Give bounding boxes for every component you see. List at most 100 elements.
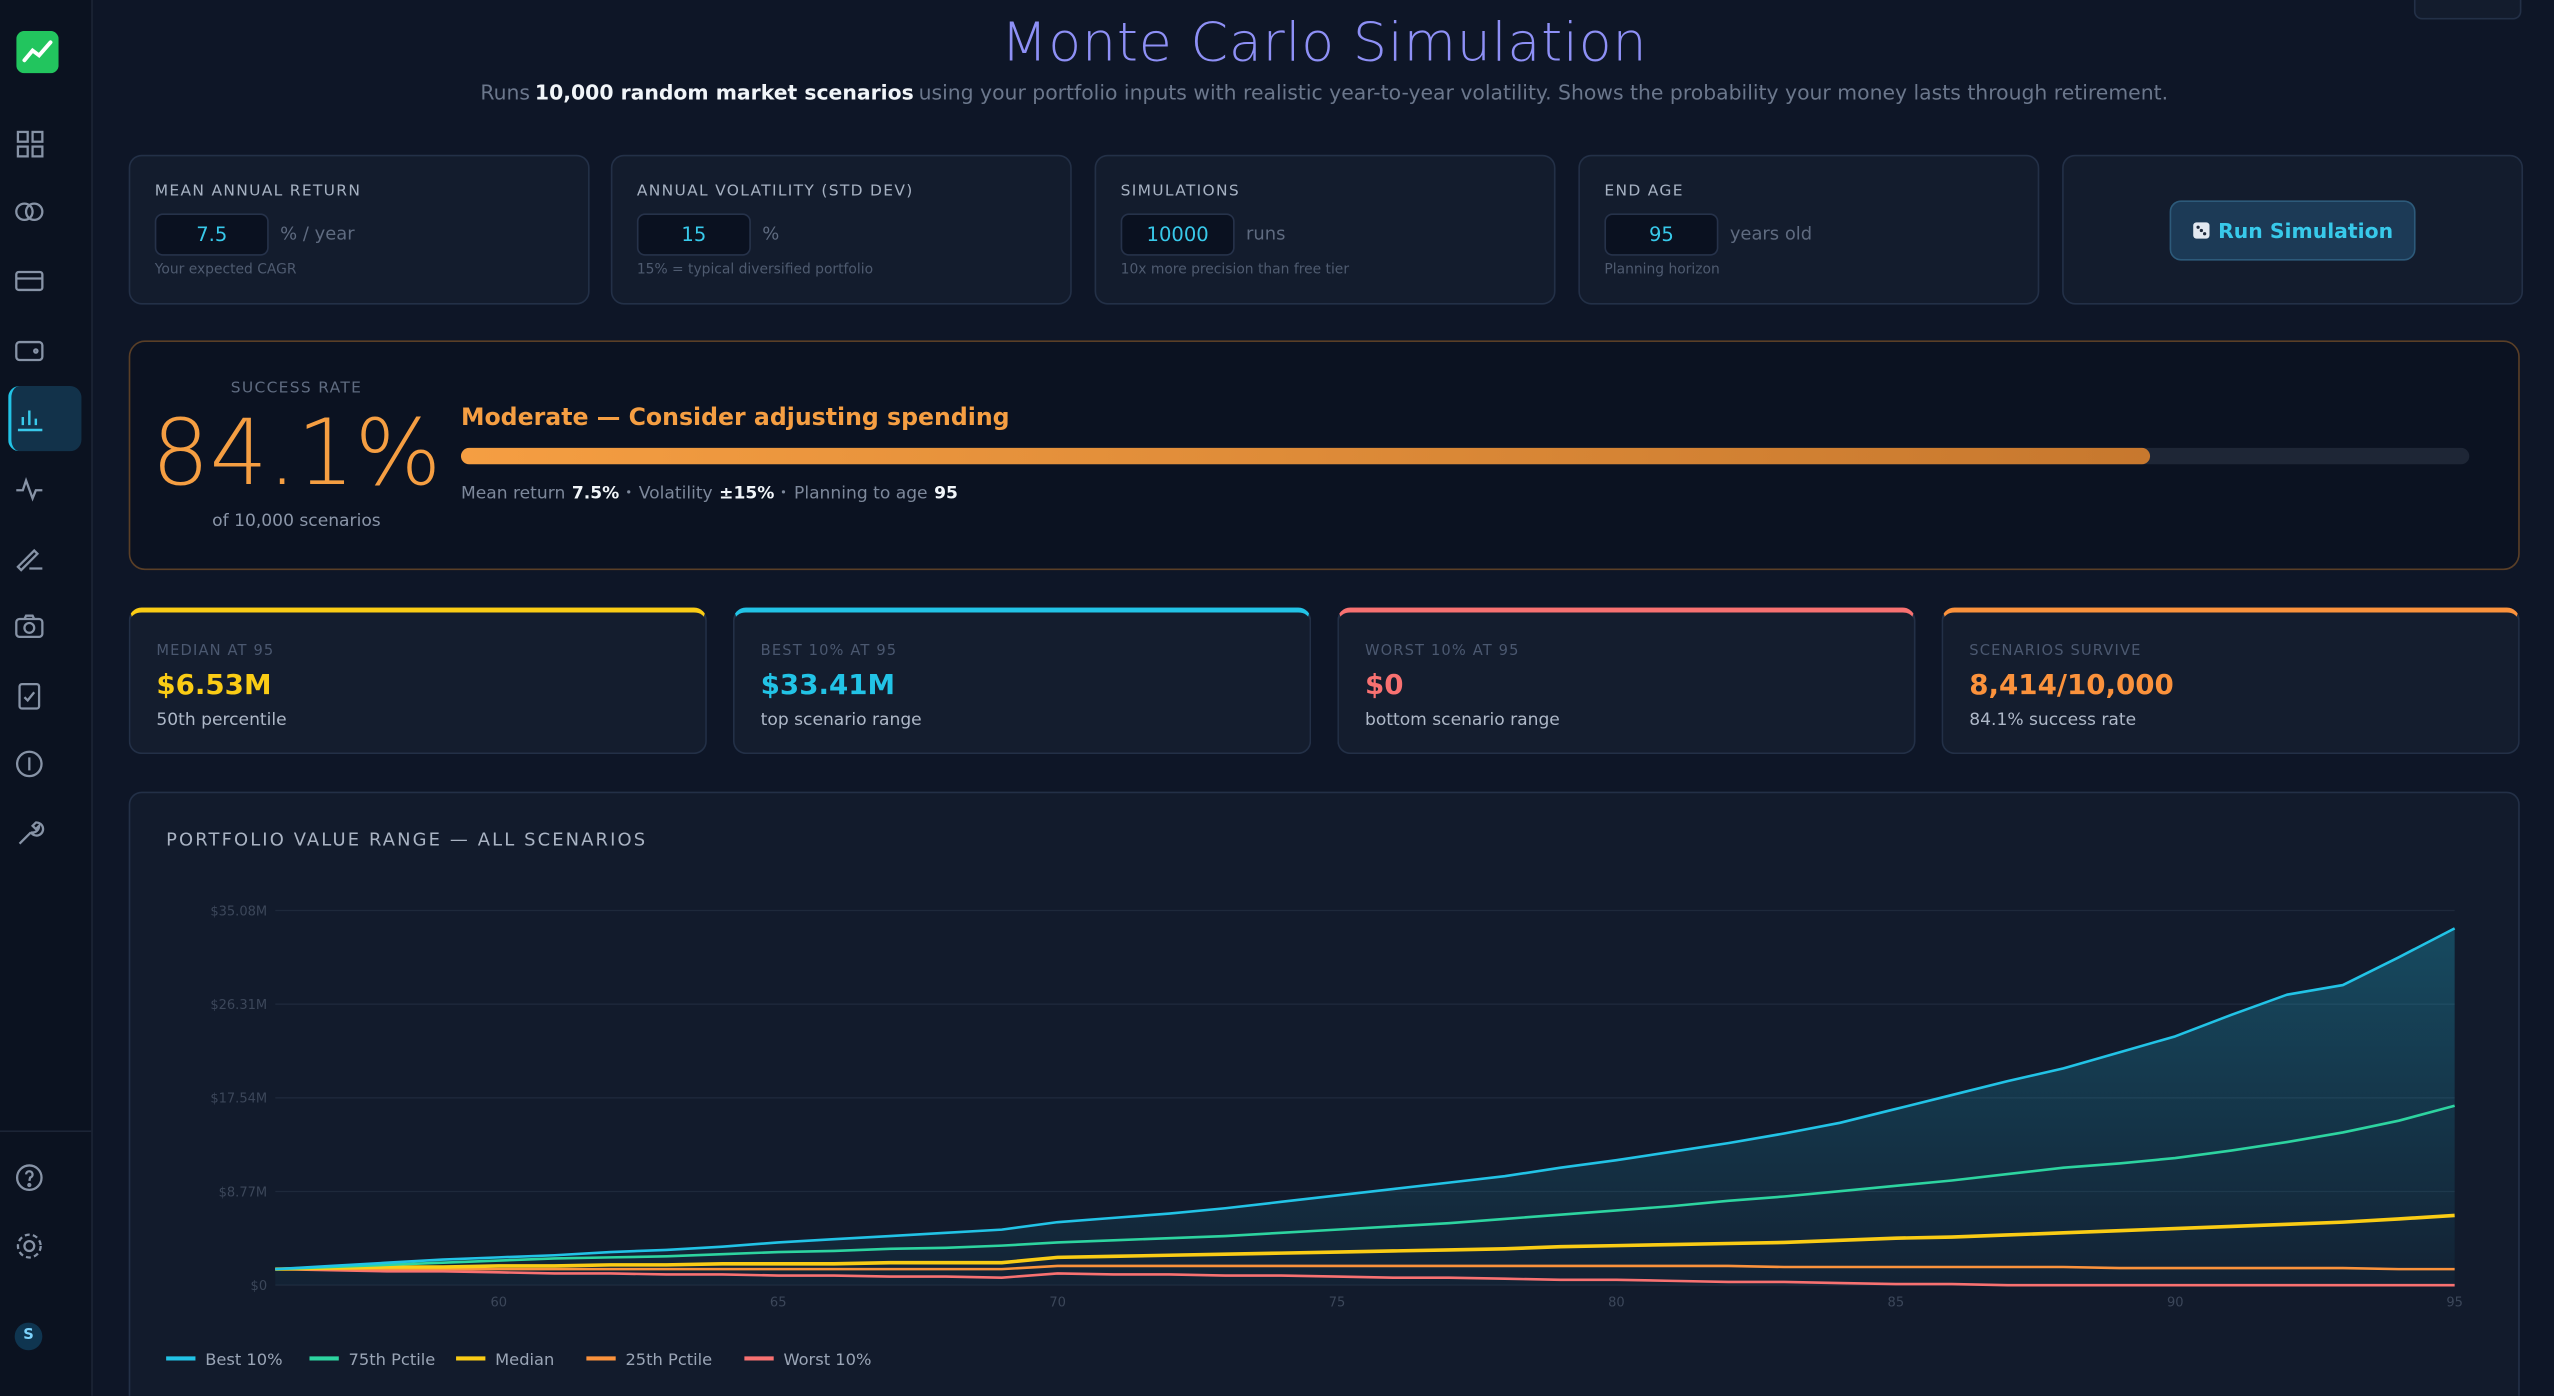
x-tick-label: 90 [2167,1295,2184,1310]
nav-overview[interactable] [13,195,46,228]
nav-settings[interactable] [13,1230,46,1263]
chart-title: PORTFOLIO VALUE RANGE — ALL SCENARIOS [166,829,647,850]
nav-alert[interactable] [13,748,46,781]
stat-label: SCENARIOS SURVIVE [1969,643,2142,660]
y-tick-label: $8.77M [219,1185,268,1200]
run-card: Run Simulation [2062,154,2524,305]
x-tick-label: 65 [770,1295,787,1310]
nav-simulation[interactable] [13,402,46,435]
legend-label: 75th Pctile [349,1350,436,1369]
nav-tools[interactable] [13,816,46,849]
nav-wallet[interactable] [13,334,46,367]
input-field[interactable]: 15 [636,213,751,256]
progress-fill [460,447,2150,465]
stat-value: $33.41M [760,669,896,703]
input-card: END AGE 95 years old Planning horizon [1578,154,2040,305]
detail-label: Mean return [460,483,566,504]
dice-icon [2192,222,2210,239]
stat-value: 8,414/10,000 [1969,669,2174,703]
run-button-label: Run Simulation [2218,218,2394,243]
stat-note: top scenario range [760,710,922,730]
detail-value: 95 [934,483,958,504]
subtitle-text: using your portfolio inputs with realist… [918,79,2169,105]
input-unit: % [762,223,780,245]
subtitle-emphasis: 10,000 random market scenarios [534,79,914,105]
x-tick-label: 70 [1049,1295,1066,1310]
nav-cards[interactable] [13,264,46,297]
input-unit: % / year [280,223,355,245]
sidebar: S [0,0,93,1396]
success-caption: of 10,000 scenarios [212,511,381,531]
y-tick-label: $35.08M [210,904,267,919]
legend-label: 25th Pctile [625,1350,712,1369]
top-button[interactable] [2413,0,2522,20]
legend-label: Worst 10% [783,1350,871,1369]
legend-label: Best 10% [205,1350,282,1369]
detail-value: ±15% [719,483,775,504]
verdict: Moderate — Consider adjusting spending [460,405,1010,432]
y-tick-label: $0 [251,1279,268,1294]
input-field[interactable]: 7.5 [154,213,269,256]
input-label: SIMULATIONS [1120,182,1240,201]
input-hint: 10x more precision than free tier [1120,262,1350,279]
stat-label: MEDIAN AT 95 [156,643,275,660]
input-field[interactable]: 10000 [1120,213,1235,256]
subtitle-text: Runs [480,79,531,105]
series-line [275,927,2456,1271]
input-label: MEAN ANNUAL RETURN [154,182,362,201]
stat-note: 84.1% success rate [1969,710,2137,730]
input-card: ANNUAL VOLATILITY (STD DEV) 15% 15% = typi… [610,154,1072,305]
detail-label: Planning to age [794,483,928,504]
y-tick-label: $17.54M [210,1092,267,1107]
input-label: ANNUAL VOLATILITY (STD DEV) [636,182,914,201]
series-line [275,1267,2455,1287]
input-field[interactable]: 95 [1604,213,1719,256]
stat-note: 50th percentile [156,710,287,730]
stat-label: BEST 10% AT 95 [760,643,898,660]
page-subtitle: Runs 10,000 random market scenarios using … [0,80,2554,104]
detail-value: 7.5% [571,483,620,504]
logo[interactable] [16,30,59,74]
series-line [275,1213,2455,1271]
series-line [275,1104,2455,1271]
avatar[interactable]: S [14,1322,43,1351]
detail-label: Volatility [638,483,713,504]
input-hint: 15% = typical diversified portfolio [636,262,874,279]
input-hint: Planning horizon [1604,262,1720,279]
stat-value: $6.53M [156,669,272,703]
stat-value: $0 [1364,669,1404,703]
stat-card: SCENARIOS SURVIVE 8,414/10,000 84.1% succe… [1941,607,2520,755]
legend-label: Median [495,1350,554,1369]
input-unit: years old [1729,223,1813,245]
input-hint: Your expected CAGR [154,262,297,279]
stat-label: WORST 10% AT 95 [1364,643,1520,660]
success-card: SUCCESS RATE 84.1% of 10,000 scenarios M… [128,340,2520,571]
stat-note: bottom scenario range [1364,710,1560,730]
nav-dashboard[interactable] [13,127,46,160]
series-line [275,1264,2455,1271]
separator [627,490,631,494]
y-tick-label: $26.31M [210,998,267,1013]
x-tick-label: 80 [1608,1295,1625,1310]
input-unit: runs [1246,223,1286,245]
stat-card: BEST 10% AT 95 $33.41M top scenario range [732,607,1312,755]
nav-activity[interactable] [13,472,46,505]
divider [0,1130,92,1133]
x-tick-label: 85 [1888,1295,1905,1310]
nav-help[interactable] [13,1161,46,1194]
input-card: MEAN ANNUAL RETURN 7.5 % / year Your expect… [128,154,590,305]
nav-checklist[interactable] [13,679,46,712]
stat-card: WORST 10% AT 95 $0 bottom scenario range [1337,607,1916,755]
nav-camera[interactable] [13,609,46,642]
nav-active[interactable] [8,386,82,452]
nav-edit[interactable] [13,541,46,574]
stat-card: MEDIAN AT 95 $6.53M 50th percentile [128,607,707,755]
input-card: SIMULATIONS 10000 runs 10x more precision t… [1094,154,1556,305]
success-rate: 84.1% [151,400,442,507]
x-tick-label: 75 [1329,1295,1346,1310]
success-label: SUCCESS RATE [230,379,363,398]
run-button[interactable]: Run Simulation [2169,200,2416,261]
x-tick-label: 60 [491,1295,508,1310]
chart-card: PORTFOLIO VALUE RANGE — ALL SCENARIOS $0 $… [128,791,2520,1396]
